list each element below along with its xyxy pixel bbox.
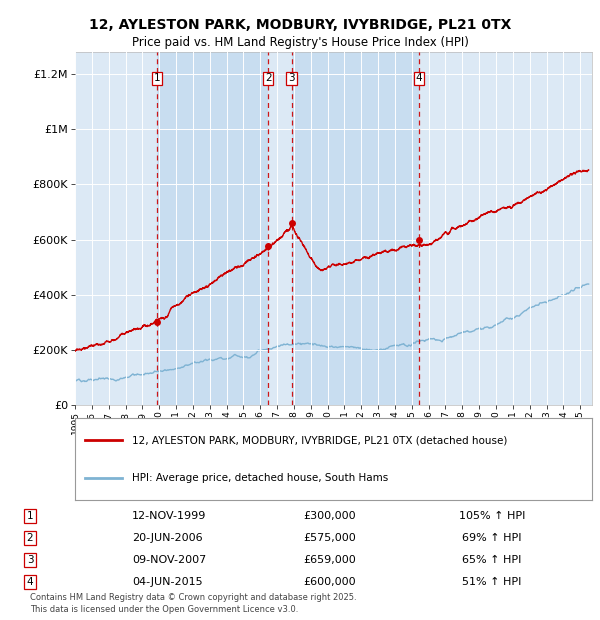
Text: This data is licensed under the Open Government Licence v3.0.: This data is licensed under the Open Gov… [30,606,298,614]
Text: 105% ↑ HPI: 105% ↑ HPI [459,511,525,521]
Text: 51% ↑ HPI: 51% ↑ HPI [463,577,521,587]
Text: 12, AYLESTON PARK, MODBURY, IVYBRIDGE, PL21 0TX: 12, AYLESTON PARK, MODBURY, IVYBRIDGE, P… [89,18,511,32]
Text: £659,000: £659,000 [304,555,356,565]
Text: HPI: Average price, detached house, South Hams: HPI: Average price, detached house, Sout… [132,473,388,483]
Text: £575,000: £575,000 [304,533,356,543]
Text: Contains HM Land Registry data © Crown copyright and database right 2025.: Contains HM Land Registry data © Crown c… [30,593,356,601]
Text: 4: 4 [416,74,422,84]
Text: 12-NOV-1999: 12-NOV-1999 [132,511,206,521]
Text: 3: 3 [26,555,34,565]
Text: 04-JUN-2015: 04-JUN-2015 [132,577,203,587]
Text: Price paid vs. HM Land Registry's House Price Index (HPI): Price paid vs. HM Land Registry's House … [131,36,469,49]
Text: £600,000: £600,000 [304,577,356,587]
Text: 1: 1 [26,511,34,521]
Text: 4: 4 [26,577,34,587]
Text: 65% ↑ HPI: 65% ↑ HPI [463,555,521,565]
Text: 2: 2 [265,74,271,84]
Text: 1: 1 [154,74,160,84]
Text: 12, AYLESTON PARK, MODBURY, IVYBRIDGE, PL21 0TX (detached house): 12, AYLESTON PARK, MODBURY, IVYBRIDGE, P… [132,435,507,445]
Bar [157,52,268,405]
Text: 09-NOV-2007: 09-NOV-2007 [132,555,206,565]
Text: 2: 2 [26,533,34,543]
Bar [292,52,419,405]
Text: 3: 3 [288,74,295,84]
Text: £300,000: £300,000 [304,511,356,521]
Text: 20-JUN-2006: 20-JUN-2006 [132,533,203,543]
Text: 69% ↑ HPI: 69% ↑ HPI [462,533,522,543]
